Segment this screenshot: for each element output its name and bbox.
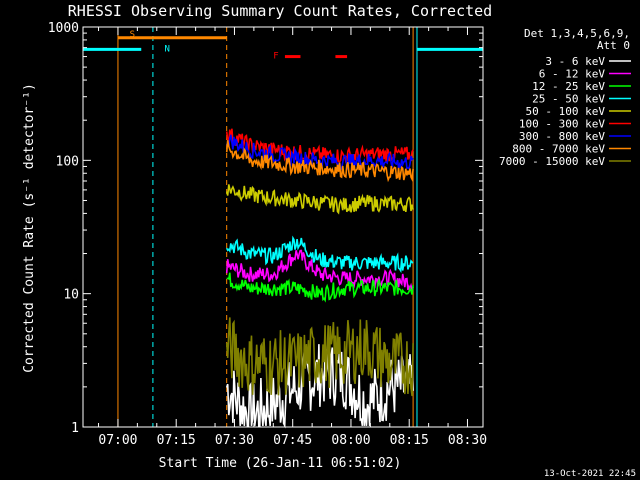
x-tick-label: 08:00 [331,433,370,448]
series-line [225,184,414,215]
flag-label: N [165,45,170,55]
legend-header: Det 1,3,4,5,6,9, [524,27,630,40]
legend-entry-label: 100 - 300 keV [519,118,605,131]
x-axis-label: Start Time (26-Jan-11 06:51:02) [159,456,402,471]
plot-frame [82,26,484,428]
legend-entry-label: 50 - 100 keV [526,105,606,118]
series-line [225,140,414,183]
legend-entry-label: 6 - 12 keV [539,68,606,81]
series-line [225,134,414,171]
y-tick-label: 1 [71,421,79,436]
flag-label: S [130,30,135,40]
flag-label: F [273,52,278,62]
series-line [225,249,414,293]
legend-entry-label: 25 - 50 keV [532,93,605,106]
x-tick-label: 07:45 [273,433,312,448]
legend-entry-label: 3 - 6 keV [545,55,605,68]
x-tick-label: 07:30 [215,433,254,448]
legend-entry-label: 7000 - 15000 keV [499,155,605,168]
x-tick-label: 07:00 [98,433,137,448]
series-line [225,317,414,397]
date-stamp: 13-Oct-2021 22:45 [544,469,636,479]
y-tick-label: 100 [56,154,79,169]
series-line [226,272,414,303]
x-tick-label: 08:30 [448,433,487,448]
legend-header: Att 0 [597,39,630,52]
chart-title: RHESSI Observing Summary Count Rates, Co… [68,2,492,20]
legend-entry-label: 12 - 25 keV [532,80,605,93]
x-tick-label: 08:15 [390,433,429,448]
y-tick-label: 1000 [48,21,79,36]
y-axis-label: Corrected Count Rate (s⁻¹ detector⁻¹) [22,83,37,373]
series-line [225,235,414,274]
legend-entry-label: 300 - 800 keV [519,130,605,143]
x-tick-label: 07:15 [157,433,196,448]
y-tick-label: 10 [63,288,79,303]
legend-entry-label: 800 - 7000 keV [512,143,605,156]
series-line [225,341,414,429]
